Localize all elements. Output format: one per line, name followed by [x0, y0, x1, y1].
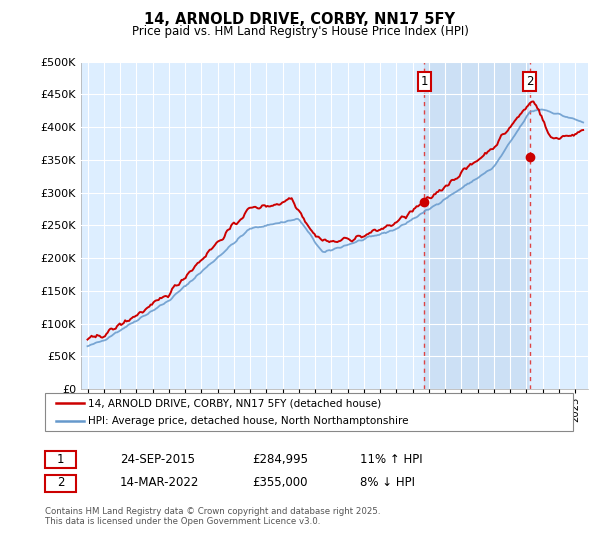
Bar	[424, 62, 529, 389]
Text: 14-MAR-2022: 14-MAR-2022	[120, 476, 199, 489]
Text: 2: 2	[57, 476, 64, 489]
Text: HPI: Average price, detached house, North Northamptonshire: HPI: Average price, detached house, Nort…	[88, 416, 409, 426]
Text: 8% ↓ HPI: 8% ↓ HPI	[360, 476, 415, 489]
Text: 14, ARNOLD DRIVE, CORBY, NN17 5FY (detached house): 14, ARNOLD DRIVE, CORBY, NN17 5FY (detac…	[88, 398, 382, 408]
Text: 24-SEP-2015: 24-SEP-2015	[120, 452, 195, 466]
Text: £355,000: £355,000	[252, 476, 308, 489]
Text: Contains HM Land Registry data © Crown copyright and database right 2025.
This d: Contains HM Land Registry data © Crown c…	[45, 507, 380, 526]
Text: Price paid vs. HM Land Registry's House Price Index (HPI): Price paid vs. HM Land Registry's House …	[131, 25, 469, 38]
Text: 1: 1	[57, 452, 64, 466]
Text: 11% ↑ HPI: 11% ↑ HPI	[360, 452, 422, 466]
Text: 1: 1	[421, 74, 428, 88]
Text: £284,995: £284,995	[252, 452, 308, 466]
Text: 14, ARNOLD DRIVE, CORBY, NN17 5FY: 14, ARNOLD DRIVE, CORBY, NN17 5FY	[145, 12, 455, 27]
Text: 2: 2	[526, 74, 533, 88]
